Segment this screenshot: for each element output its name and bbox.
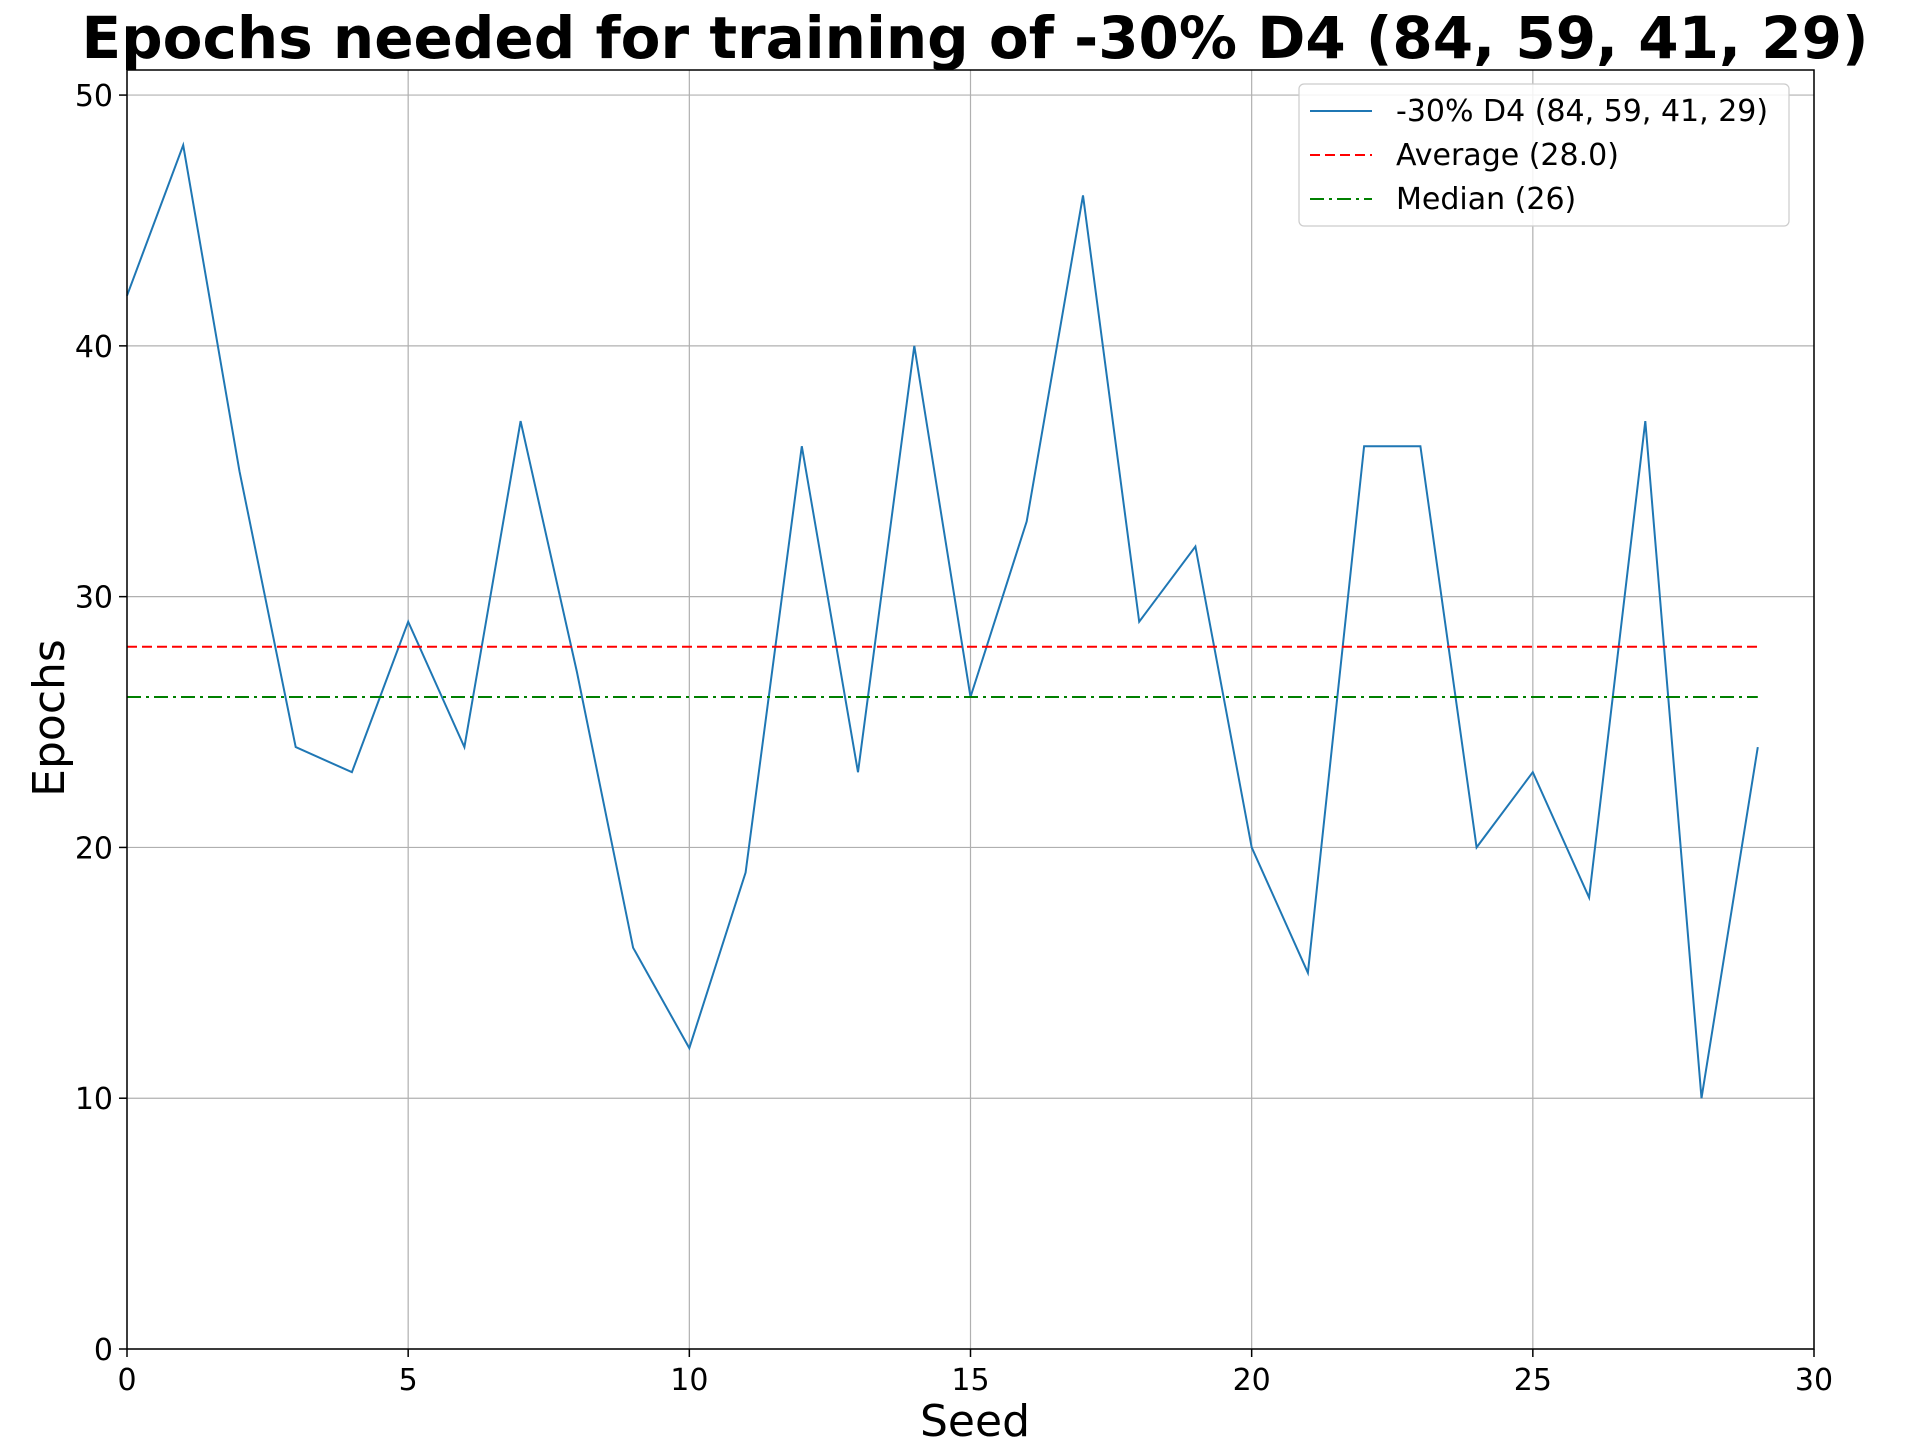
y-tick-label: 30 xyxy=(75,581,113,616)
y-tick-label: 20 xyxy=(75,831,113,866)
x-tick-label: 5 xyxy=(399,1363,418,1398)
legend-box xyxy=(1298,83,1790,227)
x-tick-label: 0 xyxy=(117,1363,136,1398)
x-tick-label: 15 xyxy=(951,1363,989,1398)
x-axis-label: Seed xyxy=(920,1396,1030,1440)
legend: -30% D4 (84, 59, 41, 29) Average (28.0) Me… xyxy=(1298,83,1790,227)
y-tick-label: 50 xyxy=(75,79,113,114)
y-tick-label: 0 xyxy=(94,1333,113,1368)
y-tick-label: 10 xyxy=(75,1082,113,1117)
legend-label: Average (28.0) xyxy=(1396,138,1619,173)
y-tick-label: 40 xyxy=(75,330,113,365)
legend-label: -30% D4 (84, 59, 41, 29) xyxy=(1396,94,1768,129)
x-tick-label: 20 xyxy=(1233,1363,1271,1398)
x-tick-label: 25 xyxy=(1514,1363,1552,1398)
x-tick-label: 30 xyxy=(1795,1363,1833,1398)
legend-label: Median (26) xyxy=(1396,182,1576,217)
chart-title: Epochs needed for training of -30% D4 (8… xyxy=(82,4,1869,72)
plot-series xyxy=(126,141,1759,1099)
x-tick-label: 10 xyxy=(670,1363,708,1398)
axis-ticks: 0 5 10 15 20 25 30 0 10 20 30 40 50 xyxy=(75,79,1833,1398)
y-axis-label: Epochs xyxy=(24,639,75,797)
